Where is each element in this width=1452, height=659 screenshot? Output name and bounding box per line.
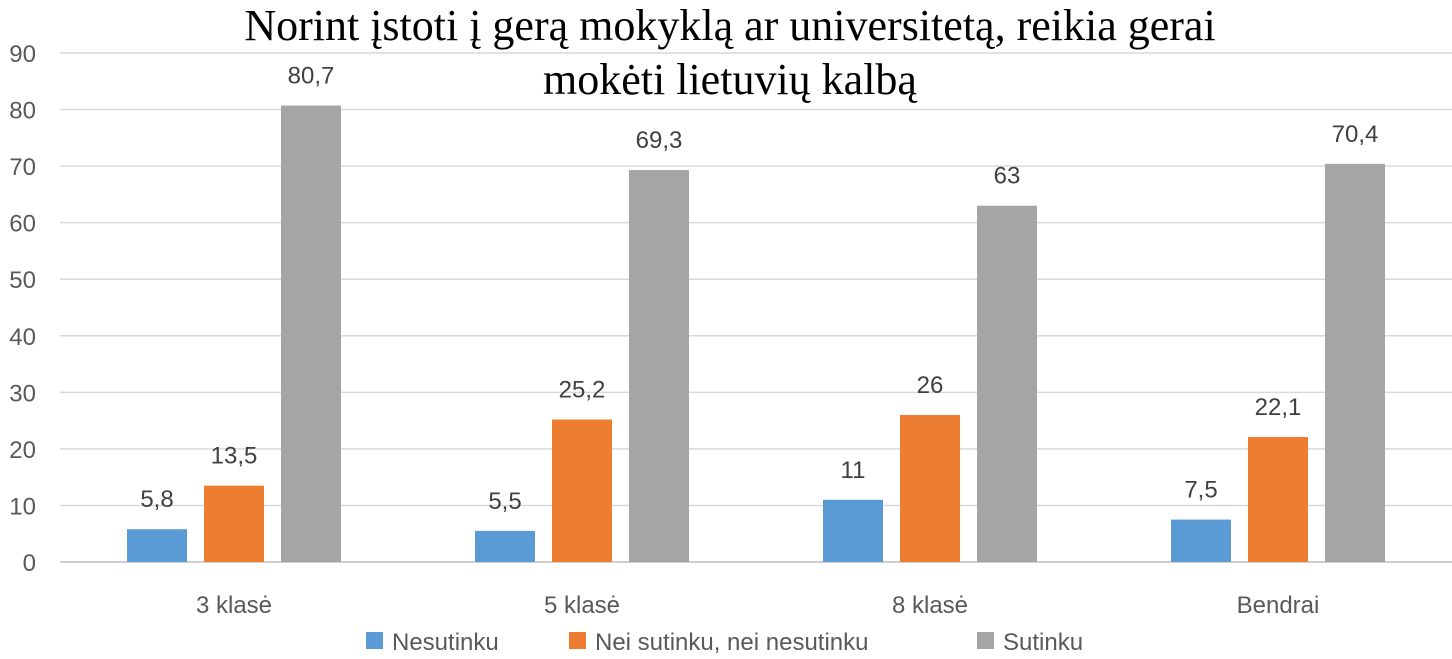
y-tick-label: 50 (9, 267, 36, 294)
bar (475, 530, 535, 562)
legend-label: Nesutinku (392, 629, 499, 656)
data-label: 13,5 (211, 443, 258, 470)
data-label: 22,1 (1255, 394, 1302, 421)
y-tick-label: 40 (9, 324, 36, 351)
bar (823, 499, 883, 562)
legend-swatch (569, 632, 586, 649)
x-tick-label: Bendrai (1237, 592, 1320, 619)
x-tick-label: 3 klasė (196, 592, 272, 619)
y-tick-label: 80 (9, 98, 36, 125)
bar (1248, 437, 1308, 562)
data-label: 25,2 (559, 376, 606, 403)
y-tick-label: 20 (9, 437, 36, 464)
y-tick-label: 0 (23, 550, 36, 577)
y-tick-label: 60 (9, 211, 36, 238)
bar (900, 414, 960, 562)
chart-title-line-1: Norint įstoti į gerą mokyklą ar universi… (244, 1, 1216, 50)
x-tick-label: 8 klasė (892, 592, 968, 619)
y-tick-label: 70 (9, 154, 36, 181)
bar (1171, 519, 1231, 562)
bar (204, 485, 264, 562)
legend-label: Sutinku (1003, 629, 1083, 656)
data-label: 7,5 (1184, 477, 1217, 504)
legend-label: Nei sutinku, nei nesutinku (595, 629, 869, 656)
data-label: 63 (994, 163, 1021, 190)
bar (977, 205, 1037, 562)
legend-swatch (366, 632, 383, 649)
legend-swatch (977, 632, 994, 649)
data-label: 11 (841, 457, 866, 484)
x-tick-label: 5 klasė (544, 592, 620, 619)
y-tick-label: 10 (9, 493, 36, 520)
y-tick-label: 90 (9, 41, 36, 68)
chart-title-line-2: mokėti lietuvių kalbą (543, 55, 917, 104)
bar (629, 170, 689, 562)
bar (281, 105, 341, 562)
data-label: 70,4 (1332, 121, 1379, 148)
bar (127, 529, 187, 562)
data-label: 69,3 (636, 127, 683, 154)
data-label: 80,7 (288, 63, 335, 90)
bar (552, 419, 612, 562)
data-label: 5,5 (488, 488, 521, 515)
y-tick-label: 30 (9, 380, 36, 407)
data-label: 5,8 (140, 486, 173, 513)
bar (1325, 163, 1385, 563)
data-label: 26 (917, 372, 944, 399)
